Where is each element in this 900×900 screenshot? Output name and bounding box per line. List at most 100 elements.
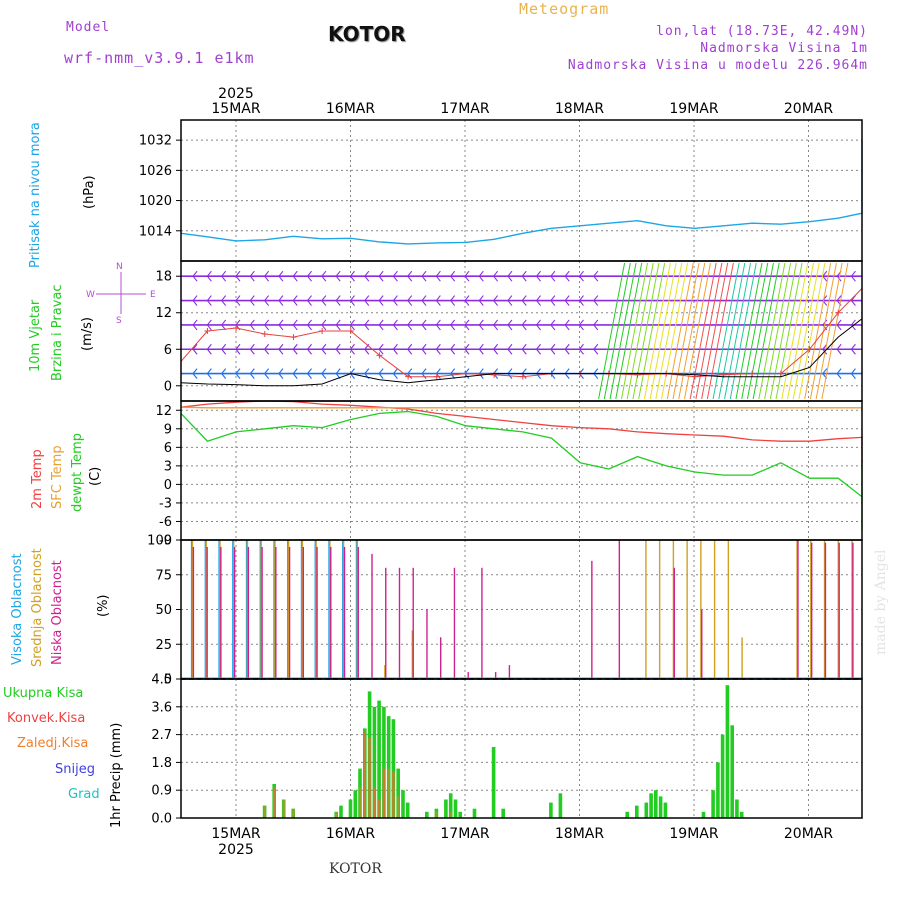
wind-compass: N W E S [84, 262, 158, 326]
wind-barb [278, 295, 284, 301]
model-elevation-label: Nadmorska Visina u modelu 226.964m [567, 58, 868, 73]
date-layer: 15MAR 15MAR 16MAR 16MAR 17MAR 17MAR 18MAR 18MAR… [211, 86, 833, 858]
precip-freezing-bar [449, 811, 452, 818]
wind-barb [550, 300, 556, 306]
wind-barb [393, 373, 398, 379]
wind-barb [292, 343, 298, 350]
precip-total-bar [444, 799, 448, 818]
wind-barb [335, 295, 341, 301]
wind-barb [450, 295, 456, 301]
wind-barb [564, 373, 570, 379]
wind-barb [206, 368, 212, 374]
wind-barb [264, 373, 270, 379]
cloud-label-mid: Srednja Oblacnost [30, 548, 45, 667]
wind-barb [350, 324, 355, 331]
wind-barb [464, 343, 470, 350]
precip-total-bar [348, 799, 353, 818]
wind-barb [593, 270, 599, 277]
wind-barb [321, 270, 327, 277]
precip-total-bar [730, 725, 734, 818]
wind-barb [564, 270, 570, 277]
wind-barb [278, 270, 284, 277]
wind-barb [192, 300, 198, 306]
top-date-label: 20MAR [784, 101, 833, 117]
wind-barb [378, 275, 384, 282]
wind-barb [393, 348, 398, 355]
precip-freezing-bar [368, 737, 371, 818]
wind-barb [507, 275, 513, 282]
storm-wind-arrow [609, 262, 637, 400]
wind-barb [550, 270, 556, 277]
wind-barb [564, 295, 570, 301]
wind-barb [192, 368, 198, 374]
storm-wind-arrow [666, 262, 694, 400]
wind-barb [235, 368, 241, 374]
precip-total-bar [491, 747, 496, 818]
wind-barb [579, 324, 584, 331]
wind-barb [493, 319, 499, 326]
wind-barb [292, 270, 298, 277]
storm-wind-arrow [821, 262, 849, 400]
wind-barb [507, 368, 513, 374]
precip-freezing-bar [363, 731, 366, 818]
wind-barb [550, 295, 556, 301]
wind-barb [421, 275, 427, 282]
wind-barb [464, 295, 470, 301]
storm-wind-arrow [752, 262, 780, 400]
y-tick-label: -3 [159, 496, 172, 511]
precip-freezing-bar [435, 811, 438, 818]
wind-barb [593, 343, 599, 350]
footer-title: KOTOR [329, 861, 382, 877]
frame-layer [180, 119, 863, 819]
wind-gust-marker [261, 331, 268, 338]
storm-wind-arrow [712, 262, 740, 400]
lonlat-label: lon,lat (18.73E, 42.49N) [656, 24, 868, 39]
wind-barb [350, 295, 355, 301]
wind-barb [278, 373, 284, 379]
y-tick-label: 0 [164, 673, 172, 688]
precip-total-bar [735, 799, 739, 818]
bottom-date-label: 18MAR [555, 826, 604, 842]
wind-gust-marker [290, 334, 297, 341]
wind-barb [421, 368, 427, 374]
cloud-label-low: Niska Oblacnost [50, 560, 65, 665]
wind-gust-marker [749, 370, 756, 377]
wind-barb [478, 275, 484, 282]
compass-north: N [116, 262, 123, 272]
precip-total-bar [720, 734, 725, 818]
y-tick-label: 100 [147, 534, 172, 549]
model-name: wrf-nmm_v3.9.1 e1km [64, 49, 255, 67]
y-tick-label: 0.0 [151, 812, 172, 827]
wind-barb [292, 295, 298, 301]
wind-barb [249, 295, 255, 301]
wind-barb [350, 270, 355, 277]
storm-wind-arrow [787, 262, 814, 400]
storm-wind-arrow [746, 262, 774, 400]
y-tick-label: 18 [155, 270, 172, 285]
wind-barb [450, 319, 456, 326]
wind-barb [221, 319, 227, 326]
wind-barb [550, 275, 556, 282]
wind-barb [579, 270, 584, 277]
wind-barb [507, 319, 513, 326]
wind-barb [421, 343, 427, 350]
cloud-unit: (%) [96, 594, 111, 618]
storm-wind-arrow [729, 262, 757, 400]
storm-wind-arrow [769, 262, 797, 400]
pressure-line [180, 140, 863, 245]
wind-barb [521, 324, 527, 331]
wind-barb [278, 319, 284, 326]
y-tick-label: 9 [164, 422, 172, 437]
wind-barb [335, 324, 341, 331]
storm-wind-arrow [804, 262, 832, 400]
wind-barb [579, 343, 584, 350]
wind-barb [836, 368, 842, 374]
wind-gust-marker [319, 328, 326, 334]
wind-barb [550, 343, 556, 350]
wind-barb [478, 270, 484, 277]
precip-total-bar [654, 790, 658, 818]
model-label: Model [66, 20, 111, 35]
storm-wind-arrow [620, 262, 648, 400]
wind-barb [421, 295, 427, 301]
wind-barb [364, 295, 370, 301]
